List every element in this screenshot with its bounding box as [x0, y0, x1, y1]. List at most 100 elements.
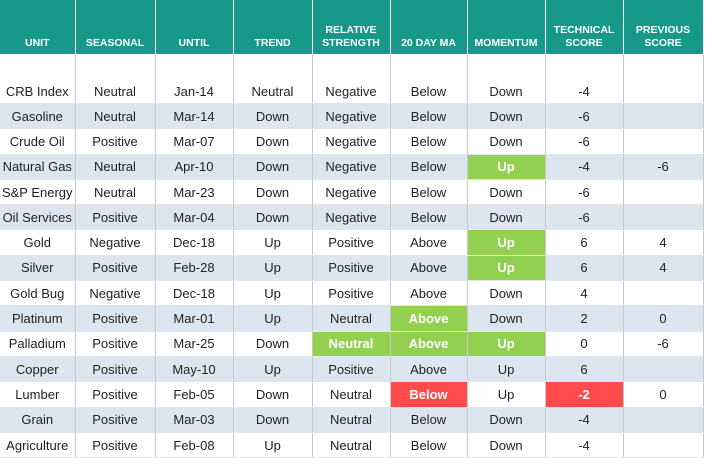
cell: -6 [545, 103, 624, 130]
column-header: 20 DAY MA [390, 0, 468, 54]
cell: Positive [312, 255, 391, 282]
cell: Dec-18 [155, 229, 234, 256]
cell: 0 [623, 381, 704, 408]
cell: Positive [75, 128, 156, 155]
cell: Up [233, 356, 313, 383]
cell: Gold Bug [0, 280, 76, 307]
cell: Below [390, 128, 468, 155]
cell: Neutral [312, 305, 391, 332]
cell: Crude Oil [0, 128, 76, 155]
cell: Mar-23 [155, 179, 234, 206]
cell: Up [233, 229, 313, 256]
cell: Above [390, 255, 468, 282]
cell: -6 [623, 331, 704, 357]
cell: Mar-04 [155, 204, 234, 231]
cell: Down [467, 179, 546, 206]
empty-cell [623, 407, 704, 433]
cell: Neutral [75, 54, 156, 104]
table-row: Crude Oil Positive Mar-07 Down Negative Below… [0, 128, 704, 155]
empty-cell [623, 179, 704, 206]
cell: Grain [0, 407, 76, 433]
cell: -6 [545, 204, 624, 231]
cell: Negative [312, 54, 391, 104]
table-row: Gold Bug Negative Dec-18 Up Positive Above Dow… [0, 280, 704, 307]
cell: Down [233, 179, 313, 206]
cell: Down [233, 103, 313, 130]
cell: Negative [312, 128, 391, 155]
cell: Below [390, 381, 468, 408]
cell: Up [467, 229, 546, 256]
cell: Below [390, 103, 468, 130]
cell: Down [233, 128, 313, 155]
cell: CRB Index [0, 54, 76, 104]
cell: -4 [545, 54, 624, 104]
cell: Positive [75, 305, 156, 332]
cell: Negative [75, 229, 156, 256]
cell: Up [467, 381, 546, 408]
empty-cell [623, 54, 704, 104]
column-header: TECHNICAL SCORE [545, 0, 624, 54]
header-row: UNIT SEASONAL UNTIL TREND RELATIVE STRENGTH 2… [0, 0, 704, 54]
cell: Above [390, 331, 468, 357]
cell: 0 [545, 331, 624, 357]
cell: -6 [623, 154, 704, 180]
cell: Neutral [233, 54, 313, 104]
cell: Gold [0, 229, 76, 256]
cell: Positive [75, 356, 156, 383]
cell: 6 [545, 229, 624, 256]
cell: Silver [0, 255, 76, 282]
cell: Natural Gas [0, 154, 76, 180]
cell: -4 [545, 407, 624, 433]
table-body: CRB Index Neutral Jan-14 Neutral Negative Bel… [0, 54, 704, 458]
table-row: CRB Index Neutral Jan-14 Neutral Negative Bel… [0, 54, 704, 104]
table-row: Natural Gas Neutral Apr-10 Down Negative Belo… [0, 154, 704, 180]
cell: Below [390, 54, 468, 104]
cell: Above [390, 280, 468, 307]
cell: Neutral [75, 103, 156, 130]
cell: Down [233, 381, 313, 408]
cell: Down [467, 54, 546, 104]
cell: Up [233, 305, 313, 332]
column-header: RELATIVE STRENGTH [312, 0, 391, 54]
cell: Palladium [0, 331, 76, 357]
column-header: UNTIL [155, 0, 234, 54]
cell: Down [467, 128, 546, 155]
cell: Gasoline [0, 103, 76, 130]
cell: Above [390, 305, 468, 332]
cell: S&P Energy [0, 179, 76, 206]
cell: Positive [75, 255, 156, 282]
cell: Down [467, 305, 546, 332]
table-row: Grain Positive Mar-03 Down Neutral Below Down -… [0, 407, 704, 433]
column-header: TREND [233, 0, 313, 54]
cell: Above [390, 356, 468, 383]
cell: Copper [0, 356, 76, 383]
cell: Down [233, 204, 313, 231]
table-row: Copper Positive May-10 Up Positive Above Up 6 [0, 356, 704, 383]
cell: -6 [545, 128, 624, 155]
cell: Negative [312, 154, 391, 180]
cell: 4 [545, 280, 624, 307]
empty-cell [623, 280, 704, 307]
cell: Up [467, 255, 546, 282]
cell: Jan-14 [155, 54, 234, 104]
cell: -2 [545, 381, 624, 408]
cell: Up [467, 154, 546, 180]
cell: Lumber [0, 381, 76, 408]
cell: Feb-05 [155, 381, 234, 408]
cell: Mar-14 [155, 103, 234, 130]
cell: Positive [75, 204, 156, 231]
cell: -6 [545, 179, 624, 206]
table-row: Gasoline Neutral Mar-14 Down Negative Below Do… [0, 103, 704, 130]
cell: May-10 [155, 356, 234, 383]
cell: 6 [545, 255, 624, 282]
cell: Oil Services [0, 204, 76, 231]
cell: Up [467, 356, 546, 383]
cell: Down [233, 407, 313, 433]
column-header: MOMENTUM [467, 0, 546, 54]
empty-cell [623, 103, 704, 130]
cell: Positive [312, 356, 391, 383]
cell: 4 [623, 255, 704, 282]
cell: Below [390, 407, 468, 433]
cell: Positive [312, 280, 391, 307]
